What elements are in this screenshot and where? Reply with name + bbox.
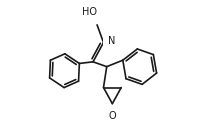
Text: O: O xyxy=(108,111,116,121)
Text: HO: HO xyxy=(82,7,97,17)
Text: N: N xyxy=(108,36,115,46)
